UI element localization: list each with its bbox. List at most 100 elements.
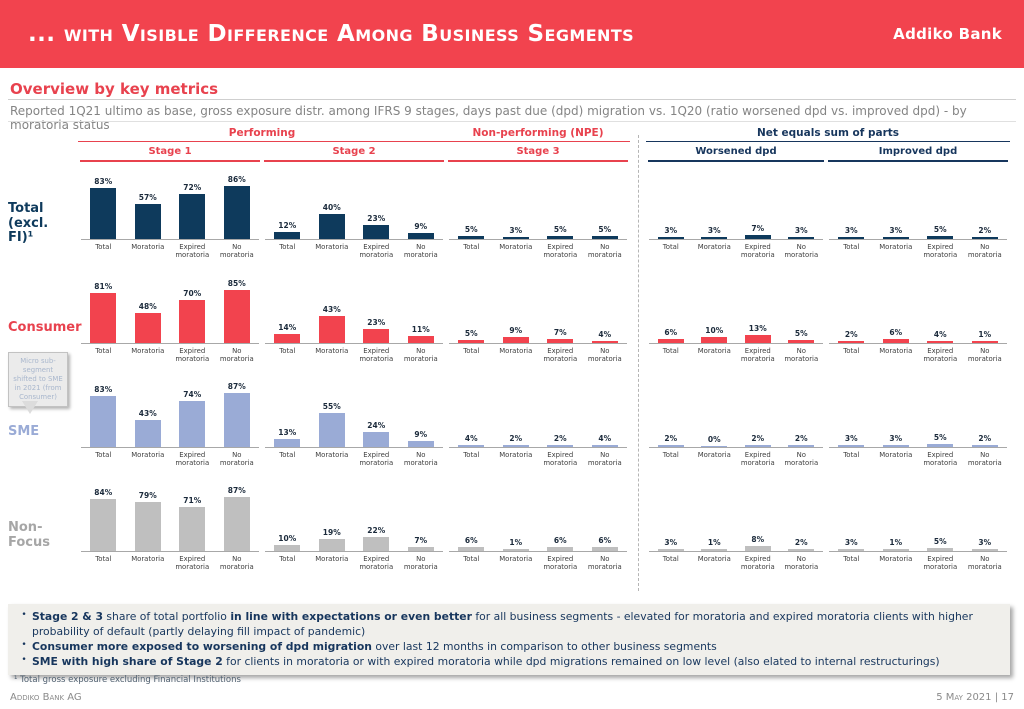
bullet-text: Stage 2 & 3 share of total portfolio in … [32, 610, 973, 639]
bar-slot: 9% [399, 430, 444, 447]
bar-slot: 3% [829, 538, 874, 551]
category-axis: Total Moratoria Expired moratoria No morato… [449, 347, 627, 364]
chart-plot-area: 2% 6% 4% 1% [829, 276, 1007, 344]
category-label: Moratoria [315, 243, 349, 251]
bar-slot: 12% [265, 221, 310, 239]
category-label: Expired moratoria [923, 451, 958, 468]
bar-value-label: 3% [844, 538, 858, 547]
category-label: Total [279, 555, 296, 563]
bar [882, 549, 909, 551]
bar-slot: 2% [963, 434, 1008, 447]
bar-value-label: 72% [183, 183, 202, 193]
category-label: No moratoria [587, 243, 622, 260]
bar-slot: 3% [874, 226, 919, 239]
mini-bar-chart: 4% 2% 2% 4% Total Moratoria Expired moratoria N… [446, 380, 630, 484]
bar-value-label: 3% [889, 226, 903, 235]
mini-bar-chart: 6% 1% 6% 6% Total Moratoria Expired moratoria N… [446, 484, 630, 588]
category-label: Moratoria [131, 555, 165, 563]
column-header-stage1: Stage 1 [80, 146, 260, 162]
bar [591, 444, 618, 447]
bar-slot: 23% [354, 214, 399, 239]
category-label: Moratoria [315, 451, 349, 459]
bar-slot: 43% [126, 409, 171, 447]
bar [223, 185, 250, 239]
bar [744, 334, 771, 343]
chart-plot-area: 6% 10% 13% 5% [649, 276, 823, 344]
bar-value-label: 0% [707, 435, 721, 444]
bar [971, 549, 998, 551]
bar [744, 234, 771, 239]
bar [363, 328, 390, 343]
column-header-stage2: Stage 2 [264, 146, 444, 162]
bar-slot: 55% [310, 402, 355, 447]
bar-slot: 40% [310, 203, 355, 239]
category-label: Moratoria [499, 451, 533, 459]
category-axis: Total Moratoria Expired moratoria No morato… [265, 555, 443, 572]
bar [882, 237, 909, 239]
bar-value-label: 7% [751, 223, 765, 233]
category-axis: Total Moratoria Expired moratoria No morato… [449, 243, 627, 260]
bar [274, 544, 301, 551]
mini-bar-chart: 12% 40% 23% 9% Total Moratoria Expired morator… [262, 172, 446, 276]
bar-value-label: 57% [138, 192, 157, 202]
bar-value-label: 4% [598, 329, 612, 339]
category-axis: Total Moratoria Expired moratoria No morato… [649, 243, 823, 260]
category-label: Total [279, 243, 296, 251]
bar-slot: 5% [449, 329, 494, 343]
bar [274, 334, 301, 343]
category-axis: Total Moratoria Expired moratoria No morato… [265, 451, 443, 468]
mini-bar-chart: 3% 1% 8% 2% Total Moratoria Expired moratoria N… [646, 484, 826, 588]
bar [318, 412, 345, 447]
chart-plot-area: 10% 19% 22% 7% [265, 484, 443, 552]
bar [134, 420, 161, 447]
category-label: Total [843, 347, 860, 355]
bar [318, 214, 345, 239]
bullet-text: SME with high share of Stage 2 for clien… [32, 655, 940, 669]
bar-slot: 10% [693, 326, 737, 343]
bar-slot: 81% [81, 282, 126, 343]
bar-value-label: 87% [227, 486, 246, 496]
category-label: Total [843, 243, 860, 251]
bar-value-label: 3% [978, 538, 992, 547]
category-label: No moratoria [784, 555, 819, 572]
category-label: Expired moratoria [923, 555, 958, 572]
bar-slot: 70% [170, 289, 215, 343]
category-label: Expired moratoria [923, 347, 958, 364]
bar-slot: 72% [170, 183, 215, 239]
bar-slot: 3% [874, 434, 919, 447]
bar-value-label: 4% [933, 329, 947, 339]
bar [701, 336, 728, 343]
category-label: Expired moratoria [923, 243, 958, 260]
category-label: Total [662, 347, 679, 355]
chart-plot-area: 6% 1% 6% 6% [449, 484, 627, 552]
bar-slot: 19% [310, 528, 355, 551]
bar-slot: 1% [874, 538, 919, 551]
bar-slot: 2% [963, 226, 1008, 239]
category-axis: Total Moratoria Expired moratoria No morato… [649, 555, 823, 572]
bar-value-label: 85% [227, 279, 246, 289]
bar-slot: 2% [829, 330, 874, 343]
category-label: Moratoria [131, 243, 165, 251]
mini-bar-chart: 5% 3% 5% 5% Total Moratoria Expired moratoria N… [446, 172, 630, 276]
bar-value-label: 6% [598, 536, 612, 546]
bar [657, 549, 684, 551]
bar [788, 237, 815, 239]
bar [134, 203, 161, 239]
category-axis: Total Moratoria Expired moratoria No morato… [449, 451, 627, 468]
category-label: Expired moratoria [359, 243, 394, 260]
chart-plot-area: 84% 79% 71% 87% [81, 484, 259, 552]
bar-slot: 13% [736, 324, 780, 343]
chart-plot-area: 5% 3% 5% 5% [449, 172, 627, 240]
bar-slot: 4% [583, 434, 628, 447]
bar-value-label: 2% [553, 434, 567, 443]
bar [657, 445, 684, 447]
category-label: No moratoria [219, 451, 254, 468]
bar-value-label: 3% [664, 226, 678, 235]
bar-slot: 87% [215, 382, 260, 447]
category-label: No moratoria [587, 347, 622, 364]
bar [701, 237, 728, 239]
slide-title: ... with Visible Difference Among Busine… [28, 21, 635, 47]
bar-slot: 3% [693, 226, 737, 239]
bar [223, 393, 250, 447]
bar [458, 444, 485, 447]
